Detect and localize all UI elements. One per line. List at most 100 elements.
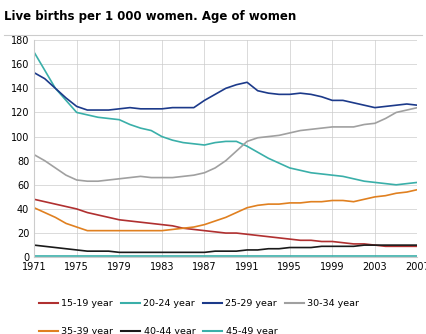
25-29 year (298, 91, 303, 95)
30-34 year (319, 126, 324, 130)
15-19 year (202, 229, 207, 233)
25-29 year (106, 108, 111, 112)
35-39 year (191, 225, 196, 229)
30-34 year (138, 174, 143, 178)
20-24 year (159, 135, 164, 139)
20-24 year (308, 171, 314, 175)
30-34 year (127, 176, 132, 180)
30-34 year (202, 171, 207, 175)
30-34 year (213, 166, 218, 170)
40-44 year (394, 243, 399, 247)
25-29 year (202, 99, 207, 103)
20-24 year (117, 118, 122, 122)
15-19 year (308, 238, 314, 242)
15-19 year (117, 218, 122, 222)
20-24 year (223, 139, 228, 143)
30-34 year (85, 179, 90, 183)
25-29 year (53, 86, 58, 90)
45-49 year (74, 254, 79, 258)
20-24 year (362, 179, 367, 183)
25-29 year (127, 106, 132, 110)
25-29 year (159, 107, 164, 111)
25-29 year (372, 106, 377, 110)
25-29 year (149, 107, 154, 111)
Line: 25-29 year: 25-29 year (34, 72, 417, 110)
40-44 year (42, 244, 47, 248)
35-39 year (149, 229, 154, 233)
25-29 year (266, 91, 271, 95)
20-24 year (245, 144, 250, 148)
15-19 year (330, 239, 335, 243)
25-29 year (213, 92, 218, 96)
20-24 year (191, 142, 196, 146)
20-24 year (404, 182, 409, 186)
25-29 year (404, 102, 409, 106)
40-44 year (191, 250, 196, 255)
15-19 year (362, 242, 367, 246)
35-39 year (181, 226, 186, 230)
35-39 year (245, 206, 250, 210)
20-24 year (340, 174, 345, 178)
35-39 year (53, 215, 58, 219)
35-39 year (362, 197, 367, 201)
30-34 year (255, 136, 260, 140)
40-44 year (330, 244, 335, 248)
40-44 year (245, 248, 250, 252)
Line: 15-19 year: 15-19 year (34, 199, 417, 246)
30-34 year (340, 125, 345, 129)
45-49 year (404, 254, 409, 258)
45-49 year (276, 254, 282, 258)
30-34 year (394, 111, 399, 115)
45-49 year (170, 254, 175, 258)
25-29 year (191, 106, 196, 110)
30-34 year (298, 129, 303, 133)
35-39 year (415, 188, 420, 192)
20-24 year (63, 99, 69, 103)
30-34 year (330, 125, 335, 129)
15-19 year (266, 235, 271, 239)
40-44 year (308, 245, 314, 249)
20-24 year (213, 141, 218, 145)
45-49 year (202, 254, 207, 258)
35-39 year (330, 198, 335, 202)
20-24 year (42, 68, 47, 72)
20-24 year (138, 126, 143, 130)
15-19 year (149, 221, 154, 225)
15-19 year (74, 207, 79, 211)
35-39 year (404, 190, 409, 194)
45-49 year (319, 254, 324, 258)
20-24 year (202, 143, 207, 147)
35-39 year (202, 222, 207, 226)
15-19 year (372, 243, 377, 247)
15-19 year (170, 224, 175, 228)
35-39 year (351, 200, 356, 204)
15-19 year (95, 213, 101, 217)
35-39 year (223, 215, 228, 219)
40-44 year (106, 249, 111, 253)
30-34 year (223, 159, 228, 163)
Line: 20-24 year: 20-24 year (34, 52, 417, 185)
25-29 year (85, 108, 90, 112)
20-24 year (74, 111, 79, 115)
15-19 year (138, 220, 143, 224)
15-19 year (287, 237, 292, 241)
Legend: 35-39 year, 40-44 year, 45-49 year: 35-39 year, 40-44 year, 45-49 year (39, 327, 277, 334)
35-39 year (106, 229, 111, 233)
35-39 year (213, 219, 218, 223)
40-44 year (149, 250, 154, 255)
20-24 year (85, 113, 90, 117)
45-49 year (298, 254, 303, 258)
Text: Live births per 1 000 women. Age of women: Live births per 1 000 women. Age of wome… (4, 10, 296, 23)
25-29 year (63, 96, 69, 100)
25-29 year (383, 105, 388, 109)
20-24 year (181, 141, 186, 145)
25-29 year (351, 101, 356, 105)
45-49 year (394, 254, 399, 258)
20-24 year (276, 161, 282, 165)
40-44 year (372, 243, 377, 247)
20-24 year (394, 183, 399, 187)
30-34 year (149, 176, 154, 180)
25-29 year (181, 106, 186, 110)
15-19 year (255, 233, 260, 237)
35-39 year (234, 210, 239, 214)
